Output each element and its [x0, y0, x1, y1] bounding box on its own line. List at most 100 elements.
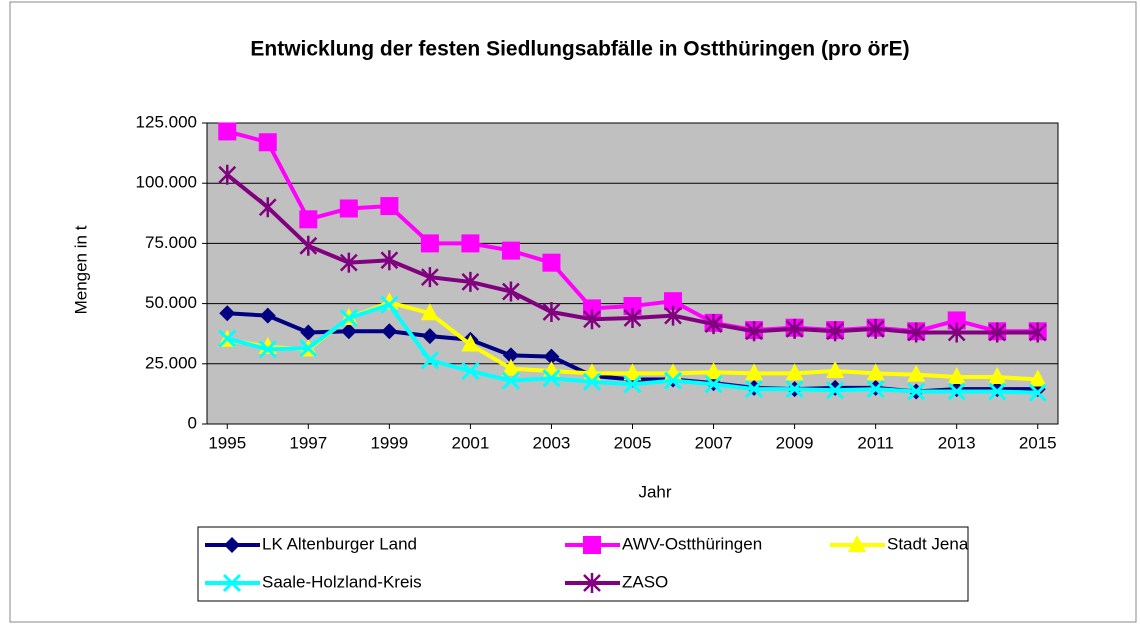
x-tick-label: 2011: [857, 433, 894, 452]
x-tick-label: 1997: [289, 433, 327, 452]
marker: [218, 329, 237, 348]
marker: [420, 303, 439, 321]
marker: [947, 367, 966, 385]
marker: [218, 164, 237, 185]
marker: [623, 297, 642, 316]
marker: [542, 302, 561, 323]
y-tick-label: 100.000: [136, 173, 197, 192]
marker: [623, 308, 642, 329]
marker: [300, 324, 317, 341]
marker: [988, 382, 1007, 401]
marker: [380, 250, 399, 271]
marker: [340, 323, 357, 340]
marker: [218, 122, 237, 141]
x-tick-label: 1995: [208, 433, 246, 452]
y-tick-label: 0: [188, 413, 197, 432]
marker: [988, 322, 1007, 343]
legend-marker: [222, 573, 242, 593]
marker: [826, 361, 845, 379]
marker: [664, 305, 682, 326]
marker: [380, 295, 399, 314]
y-axis-label: Mengen in t: [71, 225, 90, 314]
marker: [785, 380, 804, 399]
marker: [339, 308, 358, 328]
x-tick-label: 2013: [938, 433, 976, 452]
marker: [745, 363, 764, 381]
marker: [907, 364, 926, 382]
legend-marker: [583, 573, 601, 593]
marker: [623, 363, 642, 381]
marker: [542, 253, 561, 272]
marker: [1028, 383, 1047, 402]
marker: [623, 375, 642, 394]
marker: [259, 307, 276, 324]
x-tick-label: 2009: [776, 433, 814, 452]
legend-label: AWV-Ostthüringen: [622, 534, 762, 553]
y-tick-label: 50.000: [145, 293, 197, 312]
legend-marker: [583, 536, 601, 554]
marker: [664, 292, 683, 311]
x-axis-label: Jahr: [638, 482, 671, 501]
marker: [258, 133, 277, 152]
marker: [420, 234, 439, 253]
marker: [1028, 322, 1047, 343]
marker: [866, 318, 885, 339]
legend-label: ZASO: [622, 572, 668, 591]
marker: [785, 318, 804, 339]
marker: [947, 311, 966, 330]
marker: [461, 234, 480, 253]
legend-label: Stadt Jena: [887, 534, 969, 553]
marker: [461, 361, 480, 381]
legend-label: Saale-Holzland-Kreis: [262, 572, 422, 591]
marker: [947, 322, 966, 343]
marker: [866, 363, 885, 381]
marker: [543, 348, 560, 365]
marker: [461, 271, 480, 292]
y-tick-label: 125.000: [136, 112, 197, 131]
marker: [501, 358, 520, 376]
marker: [421, 328, 438, 345]
marker: [988, 367, 1007, 385]
x-tick-label: 1999: [370, 433, 408, 452]
x-tick-label: 2003: [533, 433, 571, 452]
y-tick-label: 25.000: [145, 353, 197, 372]
marker: [299, 210, 318, 229]
marker: [663, 371, 683, 390]
marker: [461, 334, 480, 352]
marker: [745, 321, 763, 342]
marker: [339, 252, 358, 273]
marker: [420, 351, 439, 370]
chart-title: Entwicklung der festen Siedlungsabfälle …: [250, 38, 909, 61]
x-tick-label: 2005: [614, 433, 652, 452]
marker: [582, 299, 601, 318]
marker: [583, 309, 601, 330]
marker: [947, 382, 966, 401]
marker: [1028, 369, 1047, 387]
marker: [745, 380, 764, 399]
marker: [258, 197, 277, 218]
marker: [420, 267, 439, 288]
legend-marker: [848, 535, 866, 552]
marker: [299, 235, 318, 256]
marker: [785, 363, 804, 381]
marker: [704, 362, 723, 380]
marker: [826, 381, 845, 400]
marker: [501, 241, 520, 260]
marker: [907, 382, 926, 401]
x-tick-label: 2015: [1019, 433, 1057, 452]
legend-label: LK Altenburger Land: [262, 534, 417, 553]
marker: [866, 380, 885, 399]
marker: [258, 340, 277, 359]
marker: [542, 369, 561, 388]
x-tick-label: 2001: [451, 433, 489, 452]
marker: [826, 321, 845, 342]
marker: [704, 314, 723, 335]
marker: [339, 199, 358, 218]
legend-marker: [224, 537, 240, 553]
y-tick-label: 75.000: [145, 233, 197, 252]
marker: [380, 197, 399, 216]
marker: [502, 281, 520, 302]
marker: [582, 372, 602, 391]
marker: [501, 371, 520, 390]
